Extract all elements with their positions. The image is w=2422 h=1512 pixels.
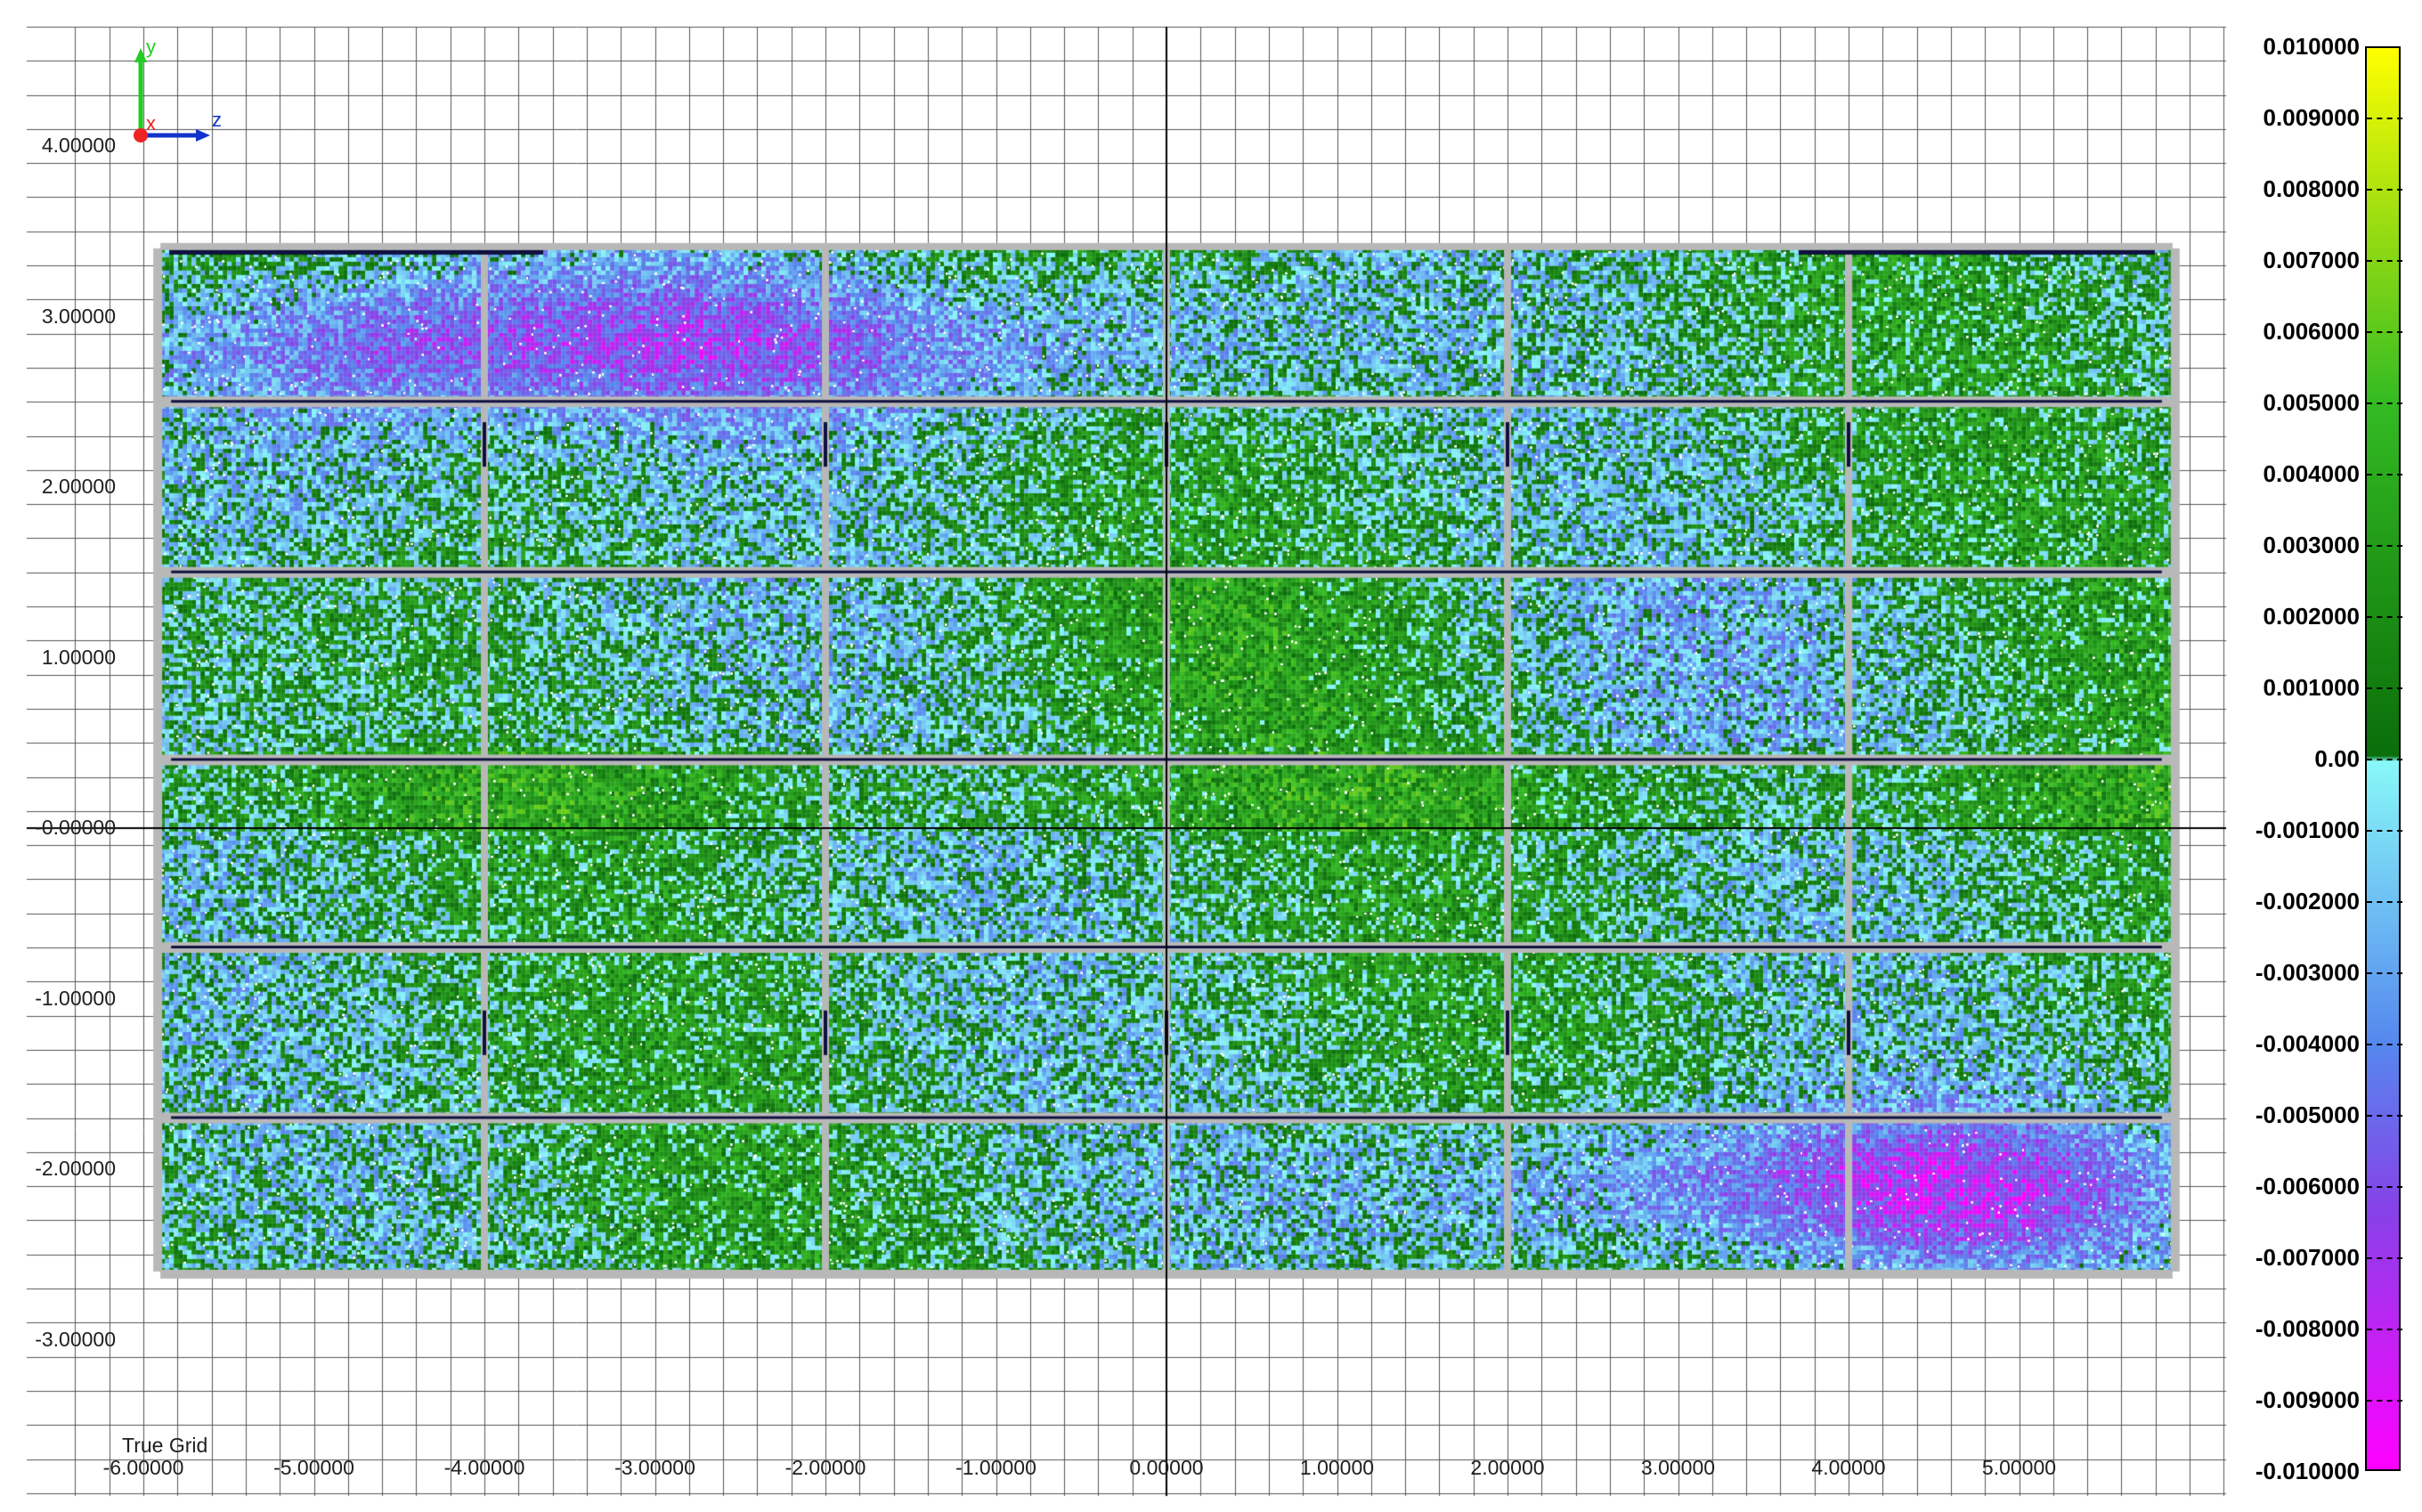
legend-tick [2367,759,2402,760]
v-axis-label: -3.00000 [35,1327,116,1351]
h-axis-label: 4.00000 [1811,1456,1886,1479]
legend-value-label: 0.008000 [2263,175,2360,202]
h-axis-label: 3.00000 [1640,1456,1716,1479]
legend-tick [2367,1400,2402,1402]
legend-value-label: -0.005000 [2255,1101,2360,1128]
triad-x-label: x [146,112,156,134]
v-axis-label: -2.00000 [35,1157,116,1180]
legend-value-label: -0.002000 [2255,888,2360,915]
legend-tick [2367,474,2402,476]
h-axis-label: -5.00000 [273,1456,354,1479]
legend-value-label: 0.003000 [2263,532,2360,558]
legend-value-label: 0.010000 [2263,33,2360,60]
legend-tick [2367,260,2402,262]
legend-value-label: 0.004000 [2263,460,2360,487]
legend-tick [2367,1115,2402,1117]
legend-tick [2367,1329,2402,1330]
triad-z-label: z [212,109,221,131]
legend-tick [2367,687,2402,689]
legend-value-label: -0.010000 [2255,1458,2360,1484]
grid-type-label: True Grid [122,1434,208,1457]
triad-y-label: y [146,36,156,58]
deviation-color-map-canvas[interactable] [0,0,2235,1512]
legend-value-label: 0.00 [2314,745,2360,772]
legend-value-label: -0.006000 [2255,1173,2360,1199]
legend-tick [2367,616,2402,618]
legend-tick [2367,830,2402,832]
legend-tick [2367,331,2402,333]
legend-tick [2367,1044,2402,1045]
legend-value-label: 0.005000 [2263,389,2360,416]
legend-value-label: 0.006000 [2263,318,2360,345]
legend-tick [2367,972,2402,974]
legend-value-label: 0.002000 [2263,603,2360,630]
v-axis-label: -0.00000 [35,816,116,839]
legend-tick [2367,189,2402,191]
deviation-3d-viewport[interactable]: y x z 4.00000 3.00000 2.00000 1.00000 -0.000… [0,0,2235,1512]
legend-value-label: -0.009000 [2255,1386,2360,1413]
legend-tick [2367,545,2402,547]
h-axis-label: 1.00000 [1299,1456,1375,1479]
h-axis-label: 5.00000 [1981,1456,2057,1479]
legend-value-label: 0.007000 [2263,247,2360,273]
legend-value-label: -0.008000 [2255,1315,2360,1342]
h-axis-label: -2.00000 [784,1456,866,1479]
h-axis-label: -3.00000 [614,1456,695,1479]
legend-tick [2367,1186,2402,1188]
v-axis-label: 2.00000 [41,475,116,498]
legend-tick [2367,1257,2402,1259]
v-axis-label: 1.00000 [41,645,116,669]
h-axis-label: 0.00000 [1129,1456,1204,1479]
legend-tick [2367,402,2402,404]
legend-value-label: -0.003000 [2255,959,2360,986]
h-axis-label: -1.00000 [955,1456,1036,1479]
h-axis-label: -4.00000 [443,1456,525,1479]
color-deviation-legend[interactable]: 0.010000 0.009000 0.008000 0.007000 0.006000… [2235,0,2422,1512]
h-axis-label: 2.00000 [1470,1456,1545,1479]
h-axis-label: -6.00000 [102,1456,184,1479]
v-axis-label: -1.00000 [35,986,116,1010]
legend-tick [2367,118,2402,119]
legend-value-label: 0.001000 [2263,674,2360,701]
v-axis-label: 4.00000 [41,134,116,157]
legend-value-label: -0.007000 [2255,1244,2360,1271]
legend-value-label: -0.001000 [2255,817,2360,843]
legend-tick [2367,901,2402,903]
legend-value-label: 0.009000 [2263,104,2360,131]
legend-value-label: -0.004000 [2255,1030,2360,1057]
coordinate-triad: y x z [114,32,222,148]
v-axis-label: 3.00000 [41,304,116,328]
